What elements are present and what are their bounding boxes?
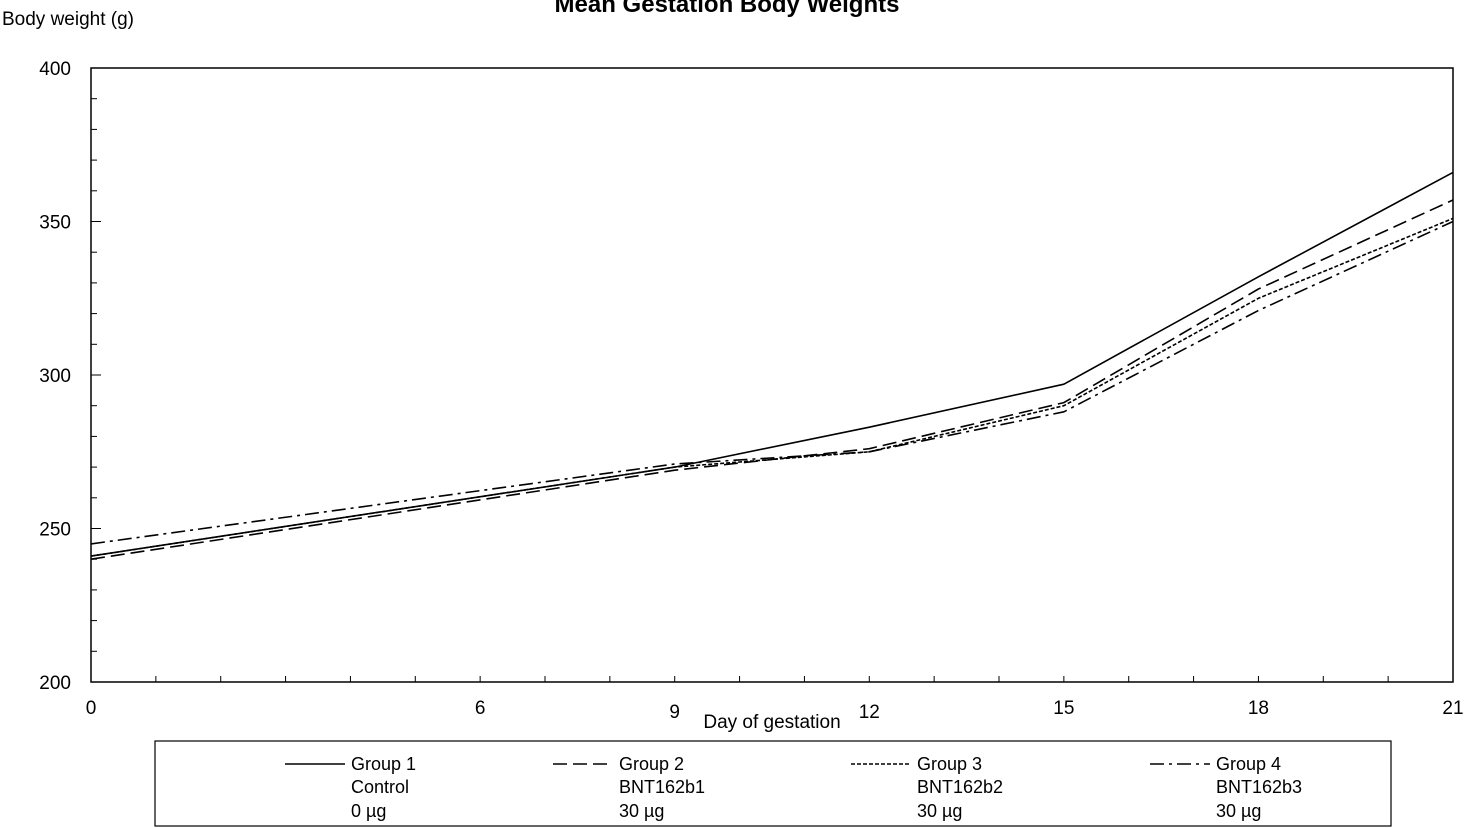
plot-area [90,67,1454,683]
y-axis-label: Body weight (g) [2,9,134,30]
x-axis-label: Day of gestation [703,712,840,733]
y-axis-ticks: 200 250 300 350 400 [39,59,101,694]
legend-group-label: BNT162b1 [619,777,705,797]
legend-dose: 30 µg [1216,801,1261,821]
x-tick-label: 6 [475,698,486,719]
legend-dose: 30 µg [619,801,664,821]
series-line-group-2 [90,199,1454,560]
legend-name: Group 3 [917,754,982,774]
x-tick-label: 0 [86,698,97,719]
legend-group-label: BNT162b2 [917,777,1003,797]
x-tick-label: 21 [1442,698,1463,719]
legend-name: Group 4 [1216,754,1281,774]
chart-title: Mean Gestation Body Weights [555,0,900,18]
x-axis-ticks: 0 6 9 12 15 18 21 [86,698,1464,723]
legend-group-label: Control [351,777,409,797]
y-tick-label: 350 [39,213,71,234]
y-tick-label: 250 [39,520,71,541]
legend-box [154,740,1392,827]
x-tick-label: 18 [1248,698,1269,719]
legend-dose: 0 µg [351,801,386,821]
series-line-group-3 [90,217,1454,557]
series-line-group-1 [90,171,1454,557]
legend: Group 1 Control 0 µg Group 2 BNT162b1 30 µg Gr… [285,754,1302,821]
legend-name: Group 2 [619,754,684,774]
y-tick-label: 300 [39,366,71,387]
y-tick-label: 200 [39,673,71,694]
series-line-group-4 [90,220,1454,545]
legend-name: Group 1 [351,754,416,774]
legend-group-label: BNT162b3 [1216,777,1302,797]
series-lines [90,171,1454,560]
x-tick-label: 12 [859,702,880,723]
legend-dose: 30 µg [917,801,962,821]
x-tick-label: 15 [1053,698,1074,719]
minor-ticks [91,98,1389,682]
y-tick-label: 400 [39,59,71,80]
x-tick-label: 9 [669,702,680,723]
